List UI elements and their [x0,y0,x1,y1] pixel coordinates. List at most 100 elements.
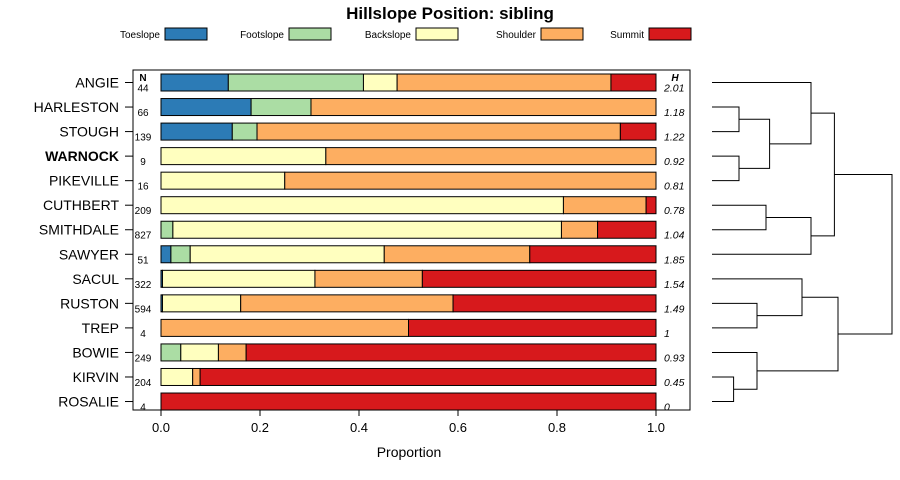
legend-label-toeslope: Toeslope [120,30,160,41]
n-value-trep: 4 [140,329,146,340]
bar-segment-bowie-summit [245,343,657,362]
dendrogram-branch [712,376,735,403]
x-tick-label: 0.2 [251,420,269,435]
bar-segment-smithdale-backslope [172,220,562,239]
n-value-warnock: 9 [140,157,146,168]
row-label-stough: STOUGH [59,124,119,140]
chart-title: Hillslope Position: sibling [346,4,554,23]
x-axis-label: Proportion [377,444,442,460]
bar-segment-angie-footslope [227,73,364,92]
bar-segment-sacul-summit [421,269,657,288]
bar-segment-sawyer-summit [529,245,657,264]
legend-label-shoulder: Shoulder [496,30,537,41]
bar-segment-sawyer-footslope [170,245,191,264]
bar-segment-sacul-backslope [161,269,316,288]
bar-segment-stough-footslope [231,122,258,141]
h-values: 2.01 1.18 1.22 0.92 0.81 0.78 1.04 1.85 1.54 1.49… [663,83,685,414]
row-label-pikeville: PIKEVILLE [49,173,119,189]
n-value-sawyer: 51 [137,255,149,266]
row-label-kirvin: KIRVIN [73,369,119,385]
n-value-bowie: 249 [135,353,152,364]
row-label-warnock: WARNOCK [45,148,119,164]
n-value-kirvin: 204 [135,378,152,389]
dendrogram-branch [712,302,758,329]
n-value-harleston: 66 [137,108,149,119]
bar-segment-sawyer-backslope [189,245,385,264]
bar-segment-warnock-shoulder [325,147,657,166]
h-value-cuthbert: 0.78 [664,205,685,217]
bar-segment-harleston-shoulder [310,98,657,117]
legend-label-footslope: Footslope [240,30,284,41]
dendrogram [712,82,893,403]
legend-swatch-toeslope [164,27,208,41]
bar-segment-harleston-footslope [250,98,312,117]
bar-segment-cuthbert-backslope [160,196,564,215]
x-tick-label: 0.0 [152,420,170,435]
bar-segment-stough-shoulder [256,122,621,141]
h-value-angie: 2.01 [663,83,684,95]
bar-segment-trep-shoulder [160,318,409,337]
n-value-angie: 44 [137,84,149,95]
row-label-bowie: BOWIE [72,344,119,360]
dendrogram-branch [811,112,835,237]
h-value-kirvin: 0.45 [664,377,685,389]
h-value-stough: 1.22 [664,132,685,144]
bar-segment-cuthbert-summit [645,196,657,215]
x-tick-label: 1.0 [647,420,665,435]
bar-segment-ruston-summit [452,294,657,313]
bar-segment-rosalie-summit [160,392,657,411]
row-label-harleston: HARLESTON [34,99,119,115]
dendrogram-branch [712,216,812,255]
bar-segment-smithdale-shoulder [560,220,599,239]
bar-segment-angie-backslope [362,73,398,92]
bar-segment-stough-toeslope [160,122,233,141]
row-label-smithdale: SMITHDALE [39,222,119,238]
h-value-pikeville: 0.81 [664,181,684,193]
bar-segment-smithdale-footslope [160,220,174,239]
h-value-harleston: 1.18 [664,107,685,119]
bar-segment-pikeville-backslope [160,171,286,190]
n-value-rosalie: 4 [140,403,146,414]
bar-segment-sawyer-shoulder [383,245,531,264]
dendrogram-branch [834,174,893,335]
bar-segment-bowie-shoulder [217,343,247,362]
n-values: 44 66 139 9 16 209 827 51 322 594 4 249 204 4 [135,84,152,414]
h-value-warnock: 0.92 [664,156,685,168]
x-axis: 0.0 0.2 0.4 0.6 0.8 1.0 [152,410,665,435]
n-value-stough: 139 [135,133,152,144]
legend-label-summit: Summit [610,30,644,41]
bar-segment-angie-toeslope [160,73,229,92]
bar-segment-bowie-backslope [180,343,219,362]
row-label-rosalie: ROSALIE [58,394,119,410]
row-label-angie: ANGIE [75,75,119,91]
h-value-sacul: 1.54 [664,279,685,291]
bar-segment-angie-shoulder [396,73,612,92]
n-value-sacul: 322 [135,280,152,291]
bar-segment-kirvin-summit [199,367,657,386]
row-labels: ANGIE HARLESTON STOUGH WARNOCK PIKEVILLE CUTH… [34,75,133,410]
h-value-smithdale: 1.04 [664,230,685,242]
legend-swatch-footslope [288,27,332,41]
n-value-ruston: 594 [135,304,152,315]
bar-segment-trep-summit [408,318,657,337]
bar-segment-warnock-backslope [160,147,327,166]
stacked-bars [160,73,657,411]
bar-segment-pikeville-shoulder [284,171,657,190]
h-value-rosalie: 0 [664,402,670,414]
bar-segment-angie-summit [610,73,657,92]
legend-swatch-summit [648,27,692,41]
bar-segment-harleston-toeslope [160,98,252,117]
bar-segment-kirvin-backslope [160,367,194,386]
n-value-cuthbert: 209 [135,206,152,217]
dendrogram-branch [712,204,767,231]
n-value-pikeville: 16 [137,182,149,193]
h-header: H [671,73,679,84]
dendrogram-branch [712,106,740,133]
bar-segment-stough-summit [619,122,657,141]
x-tick-label: 0.8 [548,420,566,435]
n-value-smithdale: 827 [135,231,152,242]
dendrogram-branch [712,155,740,182]
row-label-sacul: SACUL [72,271,119,287]
h-value-bowie: 0.93 [664,352,685,364]
dendrogram-branch [712,351,758,390]
